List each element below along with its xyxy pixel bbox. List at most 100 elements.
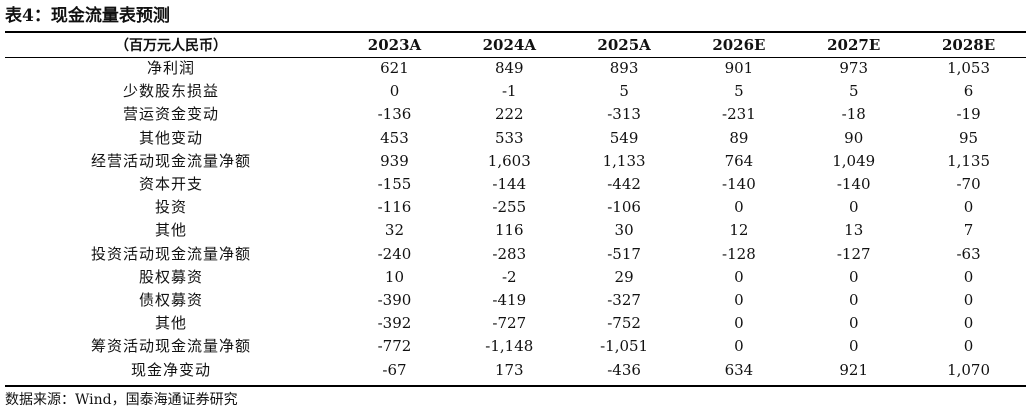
table-row: 净利润 621 849 893 901 973 1,053 xyxy=(5,57,1026,80)
table-cell: 533 xyxy=(494,128,524,147)
table-cell: 5 xyxy=(619,82,629,101)
table-cell: -144 xyxy=(492,175,527,194)
table-row: 债权募资 -390 -419 -327 0 0 0 xyxy=(5,289,1026,312)
table-cell: -128 xyxy=(722,244,756,263)
table-cell: -140 xyxy=(722,175,756,194)
table-row: 筹资活动现金流量净额 -772 -1,148 -1,051 0 0 0 xyxy=(5,335,1026,358)
table-row: 资本开支 -155 -144 -442 -140 -140 -70 xyxy=(5,173,1026,196)
table-row: 经营活动现金流量净额 939 1,603 1,133 764 1,049 1,135 xyxy=(5,150,1026,173)
table-cell: -1,051 xyxy=(600,337,649,356)
table-cell: 893 xyxy=(609,59,639,78)
table-header: （百万元人民币） 2023A 2024A 2025A 2026E 2027E 2… xyxy=(5,33,1026,57)
table-cell: -70 xyxy=(956,175,981,194)
table-cell: 7 xyxy=(963,221,974,240)
row-label: 资本开支 xyxy=(139,175,204,194)
row-label: 净利润 xyxy=(147,59,196,78)
row-label: 经营活动现金流量净额 xyxy=(91,151,252,170)
table-cell: -240 xyxy=(377,244,412,263)
table-cell: 453 xyxy=(380,128,409,147)
table-cell: -327 xyxy=(607,290,641,309)
table-cell: -140 xyxy=(836,175,871,194)
table-cell: 95 xyxy=(959,128,979,147)
table-cell: -106 xyxy=(607,198,641,217)
table-cell: -313 xyxy=(607,105,641,124)
year-header: 2025A xyxy=(597,36,651,54)
unit-header: （百万元人民币） xyxy=(115,38,228,54)
table-cell: 1,135 xyxy=(947,151,991,170)
table-cell: 5 xyxy=(848,82,859,101)
row-label: 营运资金变动 xyxy=(123,105,220,124)
table-cell: 5 xyxy=(734,82,744,101)
table-cell: 0 xyxy=(734,267,744,286)
table-cell: -2 xyxy=(501,267,517,286)
table-body: 净利润 621 849 893 901 973 1,053 少数股东损益 0 -1 5 5 5 6 营运资金… xyxy=(5,57,1026,382)
source-note: 数据来源：Wind，国泰海通证券研究 xyxy=(5,392,238,408)
table-cell: 1,053 xyxy=(947,59,991,78)
table-cell: -283 xyxy=(492,244,527,263)
table-cell: -772 xyxy=(377,337,412,356)
table-cell: -517 xyxy=(607,244,641,263)
table-row: 股权募资 10 -2 29 0 0 0 xyxy=(5,266,1026,289)
table-cell: -116 xyxy=(377,198,412,217)
table-cell: -231 xyxy=(722,105,756,124)
table-cell: 634 xyxy=(724,360,754,379)
table-row: 其他变动 453 533 549 89 90 95 xyxy=(5,127,1026,150)
table-cell: -127 xyxy=(836,244,871,263)
table-cell: 973 xyxy=(839,59,869,78)
table-cell: 116 xyxy=(494,221,524,240)
table-cell: 32 xyxy=(384,221,405,240)
table-cell: 0 xyxy=(848,290,859,309)
year-header: 2026E xyxy=(712,36,766,54)
table-cell: 90 xyxy=(844,128,864,147)
table-cell: 0 xyxy=(848,314,859,333)
table-cell: -255 xyxy=(492,198,527,217)
row-label: 股权募资 xyxy=(139,267,204,286)
table-row: 其他 32 116 30 12 13 7 xyxy=(5,219,1026,242)
table-cell: -436 xyxy=(607,360,641,379)
row-label: 债权募资 xyxy=(139,290,204,309)
row-label: 筹资活动现金流量净额 xyxy=(91,337,252,356)
row-label: 其他 xyxy=(155,314,188,333)
table-row: 现金净变动 -67 173 -436 634 921 1,070 xyxy=(5,358,1026,381)
row-label: 投资活动现金流量净额 xyxy=(91,244,252,263)
year-header: 2024A xyxy=(482,36,536,54)
table-cell: 0 xyxy=(389,82,400,101)
table-row: 投资活动现金流量净额 -240 -283 -517 -128 -127 -63 xyxy=(5,243,1026,266)
table-top-rule xyxy=(5,31,1026,33)
table-header-rule xyxy=(5,57,1026,58)
table-cell: 0 xyxy=(963,337,974,356)
table-cell: 10 xyxy=(384,267,405,286)
table-cell: -390 xyxy=(377,290,412,309)
cash-flow-forecast-table: （百万元人民币） 2023A 2024A 2025A 2026E 2027E 2… xyxy=(5,33,1026,382)
row-label: 其他 xyxy=(155,221,188,240)
table-cell: 921 xyxy=(839,360,869,379)
row-label: 投资 xyxy=(155,198,188,217)
table-cell: 939 xyxy=(380,151,409,170)
table-cell: -136 xyxy=(377,105,412,124)
table-cell: -155 xyxy=(377,175,412,194)
table-row: 营运资金变动 -136 222 -313 -231 -18 -19 xyxy=(5,103,1026,126)
table-cell: 1,049 xyxy=(832,151,876,170)
table-cell: -67 xyxy=(382,360,407,379)
table-cell: 1,070 xyxy=(947,360,991,379)
table-cell: 849 xyxy=(494,59,524,78)
table-cell: -442 xyxy=(607,175,641,194)
table-cell: 1,603 xyxy=(487,151,531,170)
table-cell: 222 xyxy=(494,105,524,124)
table-cell: -419 xyxy=(492,290,527,309)
table-cell: 0 xyxy=(848,267,859,286)
table-cell: 0 xyxy=(963,314,974,333)
table-cell: 173 xyxy=(494,360,524,379)
table-cell: 0 xyxy=(963,198,974,217)
table-cell: 6 xyxy=(963,82,974,101)
header-row: （百万元人民币） 2023A 2024A 2025A 2026E 2027E 2… xyxy=(5,33,1026,57)
table-cell: 0 xyxy=(963,290,974,309)
table-cell: -63 xyxy=(956,244,981,263)
table-cell: 549 xyxy=(609,128,639,147)
table-cell: 764 xyxy=(724,151,754,170)
table-cell: 0 xyxy=(848,337,859,356)
table-row: 少数股东损益 0 -1 5 5 5 6 xyxy=(5,80,1026,103)
row-label: 其他变动 xyxy=(139,128,204,147)
year-header: 2027E xyxy=(827,36,881,54)
